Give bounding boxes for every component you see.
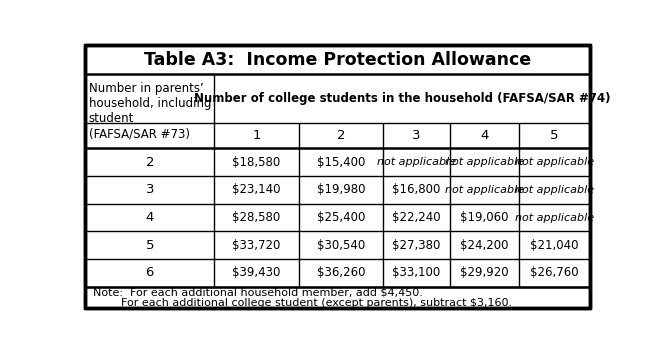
Text: 2: 2 (337, 129, 345, 142)
Text: For each additional college student (except parents), subtract $3,160.: For each additional college student (exc… (93, 298, 512, 308)
Text: 4: 4 (480, 129, 488, 142)
Text: $27,380: $27,380 (392, 239, 441, 252)
Text: $18,580: $18,580 (232, 156, 281, 169)
Text: 3: 3 (412, 129, 420, 142)
Text: $25,400: $25,400 (317, 211, 365, 224)
Text: Note:  For each additional household member, add $4,450.: Note: For each additional household memb… (93, 287, 423, 297)
Text: $23,140: $23,140 (232, 183, 281, 196)
Text: 6: 6 (146, 266, 154, 280)
Text: $24,200: $24,200 (460, 239, 509, 252)
Text: Table A3:  Income Protection Allowance: Table A3: Income Protection Allowance (144, 51, 531, 69)
Text: not applicable: not applicable (515, 185, 594, 195)
Text: $28,580: $28,580 (232, 211, 281, 224)
Text: $16,800: $16,800 (392, 183, 441, 196)
Text: 1: 1 (252, 129, 260, 142)
Text: $33,100: $33,100 (392, 266, 440, 280)
Text: Number in parents’
household, including
student
(FAFSA/SAR #73): Number in parents’ household, including … (88, 82, 211, 140)
Text: not applicable: not applicable (445, 157, 524, 167)
Text: not applicable: not applicable (515, 157, 594, 167)
Text: $21,040: $21,040 (530, 239, 579, 252)
Text: 5: 5 (146, 239, 154, 252)
Text: not applicable: not applicable (377, 157, 456, 167)
Text: $15,400: $15,400 (317, 156, 365, 169)
Text: Number of college students in the household (FAFSA/SAR #74): Number of college students in the househ… (194, 92, 610, 105)
Text: 5: 5 (550, 129, 559, 142)
Text: $22,240: $22,240 (392, 211, 441, 224)
Text: 3: 3 (146, 183, 154, 196)
Text: 2: 2 (146, 156, 154, 169)
Text: $30,540: $30,540 (317, 239, 365, 252)
Text: not applicable: not applicable (515, 212, 594, 223)
Text: $39,430: $39,430 (232, 266, 281, 280)
Text: $36,260: $36,260 (316, 266, 365, 280)
Text: not applicable: not applicable (445, 185, 524, 195)
Text: $29,920: $29,920 (460, 266, 509, 280)
Text: $19,060: $19,060 (460, 211, 509, 224)
Text: $26,760: $26,760 (530, 266, 579, 280)
Text: 4: 4 (146, 211, 154, 224)
Text: $19,980: $19,980 (316, 183, 365, 196)
Text: $33,720: $33,720 (232, 239, 281, 252)
